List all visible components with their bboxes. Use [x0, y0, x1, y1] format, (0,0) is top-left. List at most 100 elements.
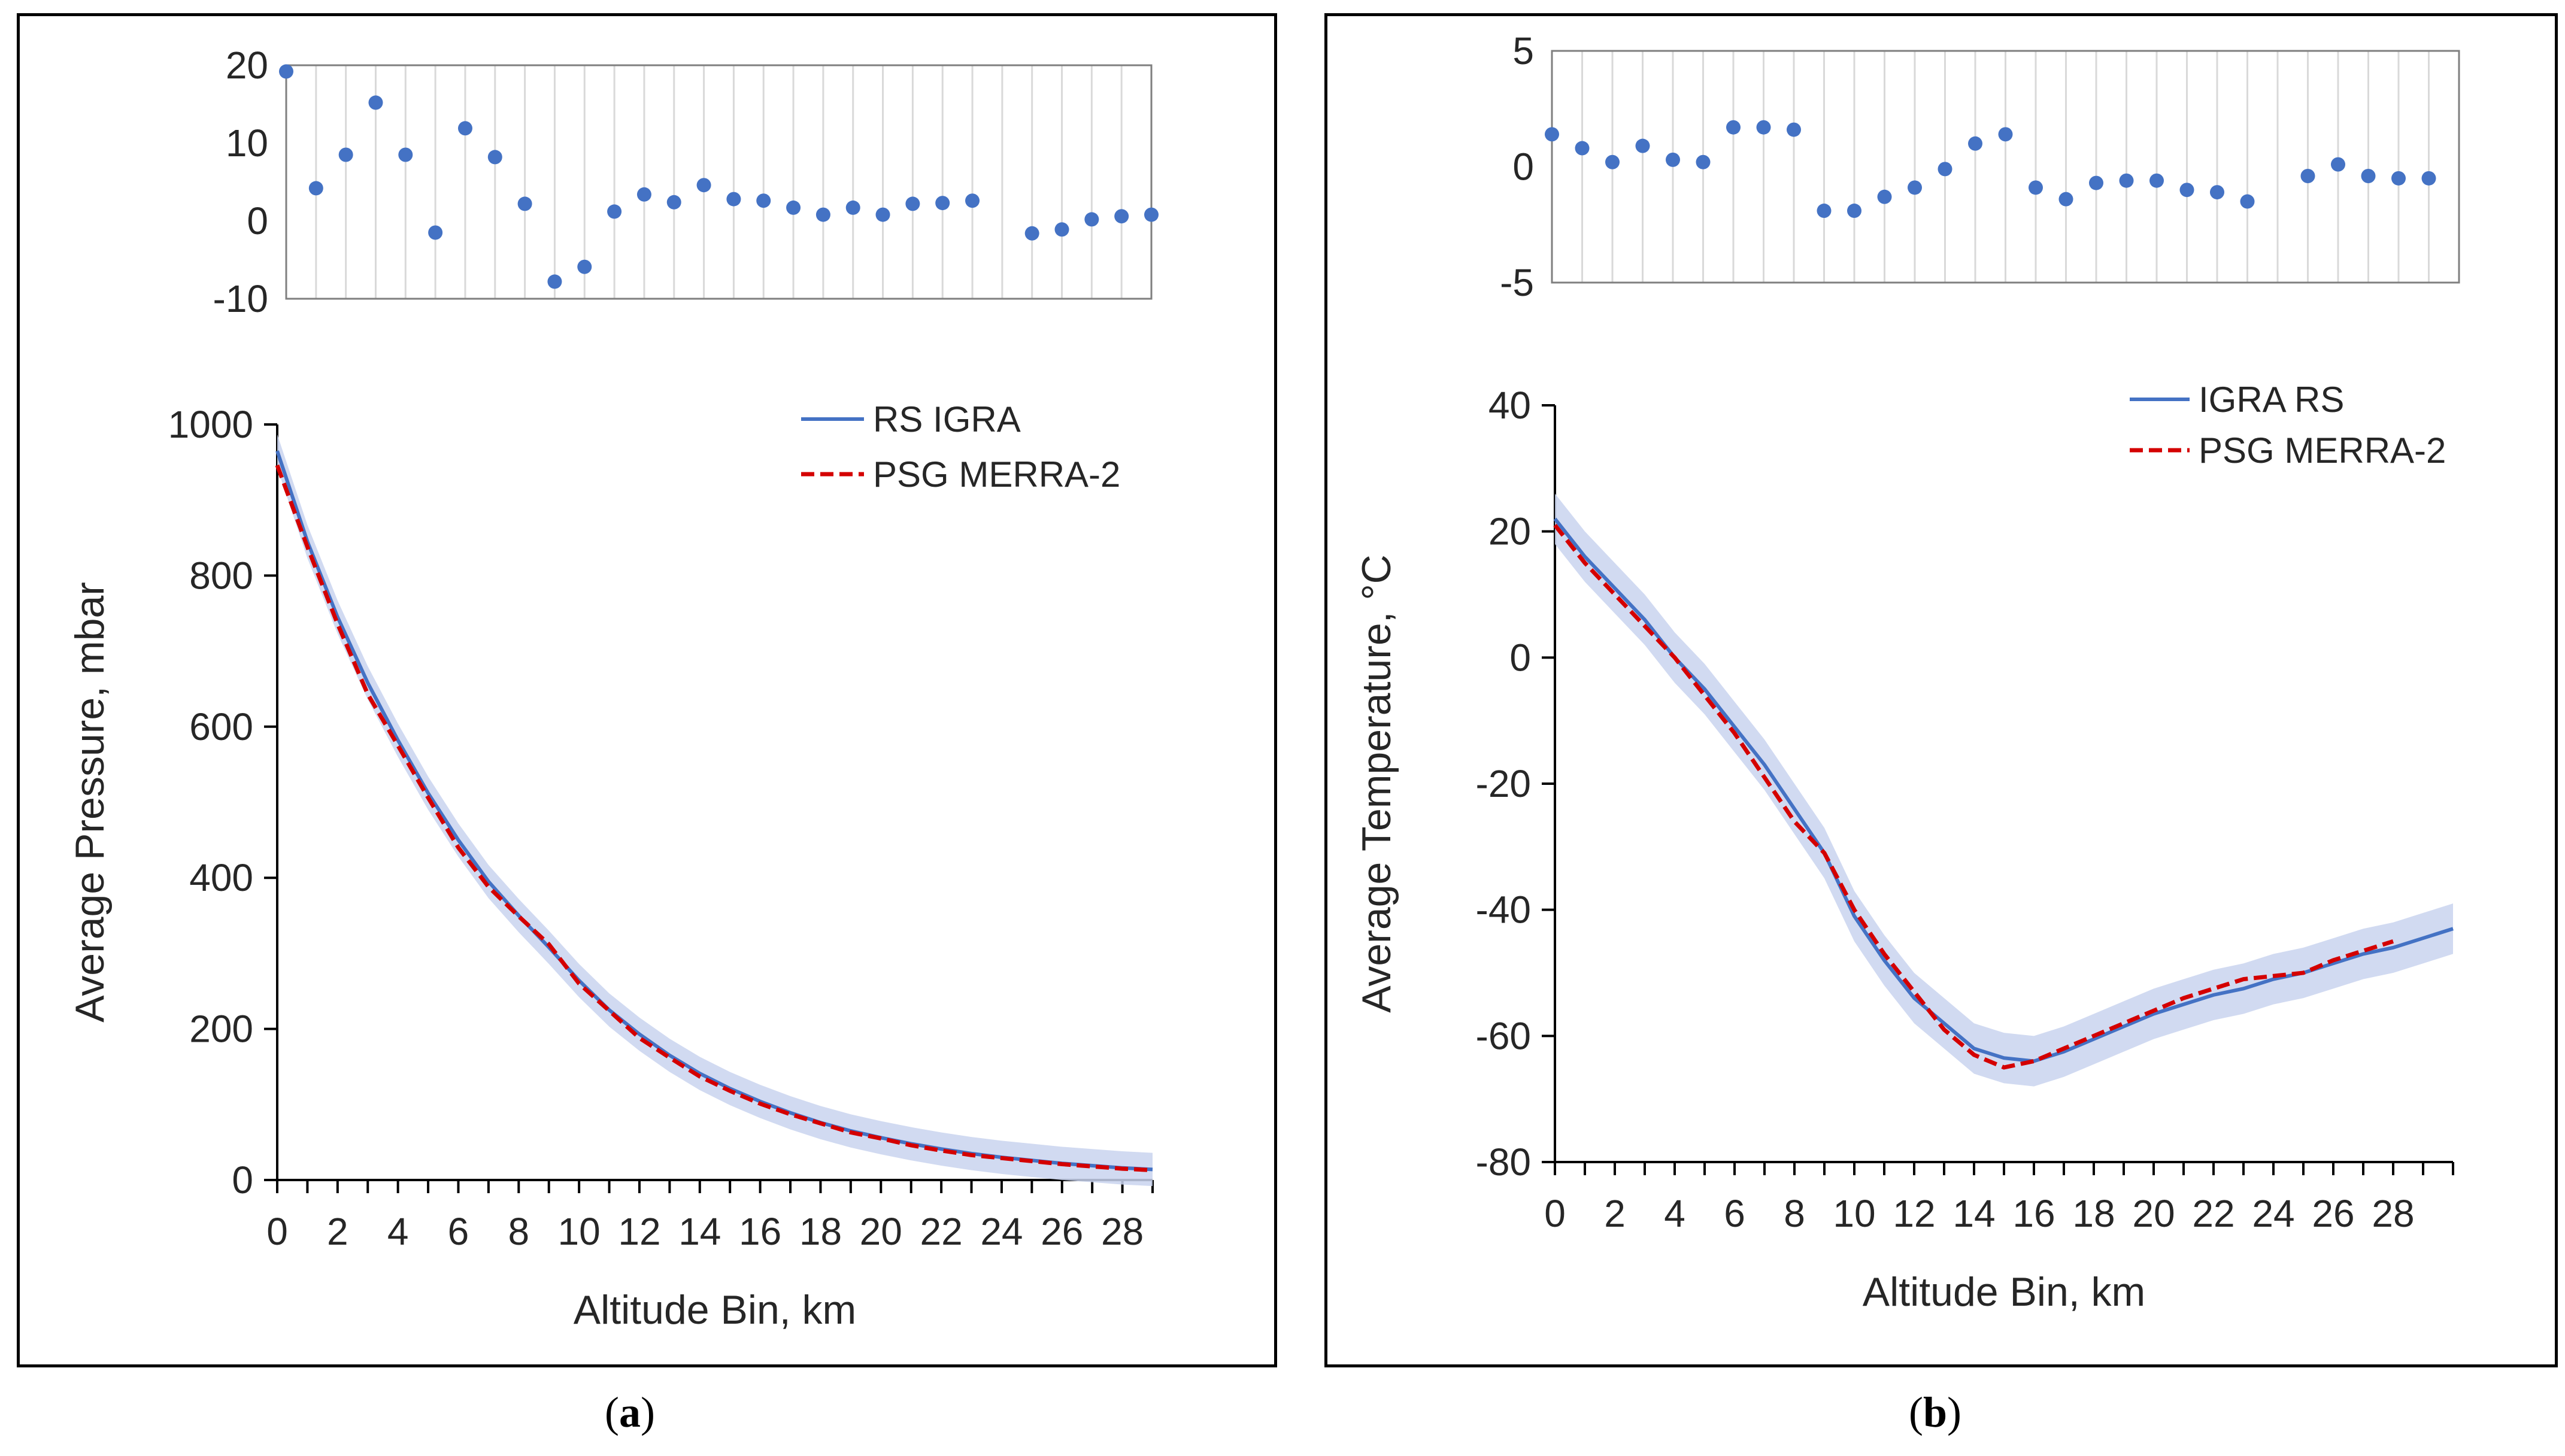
b-top-point: [2179, 183, 2194, 198]
a-psg-line: [275, 464, 1153, 1173]
b-top-point: [2240, 194, 2255, 209]
b-x-tick-label: 22: [2192, 1192, 2234, 1235]
a-y-tick-label: 0: [232, 1158, 253, 1202]
b-top-point: [2421, 171, 2436, 186]
a-x-tick-label: 12: [618, 1210, 660, 1253]
a-top-point: [1024, 226, 1039, 241]
b-top-point: [2149, 173, 2164, 188]
b-x-tick-label: 26: [2312, 1192, 2354, 1235]
b-y-tick-label: 40: [1488, 384, 1531, 427]
b-top-point: [1968, 136, 1982, 151]
a-top-point: [457, 121, 472, 136]
a-x-tick-label: 16: [739, 1210, 781, 1253]
a-top-point: [756, 193, 771, 208]
b-x-tick-label: 2: [1604, 1192, 1626, 1235]
b-top-point: [1575, 141, 1590, 156]
panel-a: 20 10 0 -10 1000 800 600 400 200 0 0 2 4 6 8 10 12 14 16 18…: [17, 13, 1277, 1367]
a-top-y-tick-label: 20: [226, 44, 268, 87]
a-top-point: [1084, 212, 1099, 227]
b-x-tick-label: 8: [1784, 1192, 1805, 1235]
a-y-tick-label: 600: [189, 705, 253, 748]
b-top-y-tick-label: 0: [1512, 145, 1534, 189]
b-x-axis-title: Altitude Bin, km: [1863, 1269, 2145, 1315]
a-x-tick-label: 2: [327, 1210, 348, 1253]
b-top-point: [1877, 189, 1892, 204]
b-y-tick-label: 20: [1488, 510, 1531, 553]
b-x-tick-label: 14: [1952, 1192, 1995, 1235]
a-top-point: [935, 196, 950, 211]
a-top-point: [815, 207, 830, 222]
a-top-point: [338, 147, 353, 162]
b-x-tick-label: 12: [1893, 1192, 1935, 1235]
b-top-point: [1605, 154, 1620, 169]
caption-b-letter: b: [1923, 1388, 1948, 1436]
b-x-tick-label: 28: [2372, 1192, 2414, 1235]
a-legend-rs-label: RS IGRA: [873, 399, 1021, 439]
a-top-point: [905, 196, 920, 211]
b-legend-psg-label: PSG MERRA-2: [2199, 430, 2446, 471]
a-top-point: [965, 193, 980, 208]
a-top-point: [845, 200, 860, 215]
a-top-y-tick-label: 0: [247, 199, 268, 242]
b-top-point: [1696, 154, 1711, 169]
a-rs-uncertainty-band: [277, 434, 1153, 1187]
a-top-point: [279, 64, 293, 79]
a-top-point: [666, 195, 681, 210]
b-top-point: [1847, 204, 1861, 219]
b-top-point: [2391, 171, 2406, 186]
b-x-tick-label: 0: [1544, 1192, 1566, 1235]
a-x-tick-label: 28: [1101, 1210, 1144, 1253]
b-x-tick-label: 6: [1724, 1192, 1745, 1235]
caption-b: (b): [1909, 1388, 1962, 1436]
a-y-tick-label: 1000: [168, 403, 253, 446]
b-top-point: [1726, 120, 1741, 135]
a-x-tick-label: 26: [1041, 1210, 1083, 1253]
a-legend-psg-label: PSG MERRA-2: [873, 454, 1120, 495]
a-x-axis-title: Altitude Bin, km: [574, 1287, 856, 1333]
b-top-point: [1756, 120, 1771, 135]
b-top-point: [1635, 138, 1650, 153]
b-top-point: [2300, 168, 2315, 183]
a-y-tick-label: 200: [189, 1008, 253, 1051]
b-top-point: [2089, 175, 2103, 190]
a-top-point: [577, 259, 592, 274]
a-top-point: [398, 147, 413, 162]
a-y-axis-title: Average Pressure, mbar: [67, 582, 113, 1023]
caption-a: (a): [605, 1388, 655, 1436]
a-top-point: [1054, 222, 1069, 237]
b-x-tick-label: 10: [1833, 1192, 1875, 1235]
b-y-axis-title: Average Temperature, °C: [1354, 554, 1399, 1013]
a-top-point: [636, 187, 651, 202]
a-top-point: [428, 225, 443, 240]
panel-b: 5 0 -5 40 20 0 -20 -40 -60 -80 0 2 4 6 8 10 12 14 16 18 20 22…: [1324, 13, 2558, 1367]
a-top-point: [786, 200, 801, 215]
b-top-point: [1817, 204, 1832, 219]
b-y-tick-label: -80: [1476, 1140, 1532, 1184]
a-top-y-tick-label: -10: [213, 277, 269, 320]
b-top-point: [2361, 168, 2376, 183]
b-top-point: [2331, 157, 2345, 172]
b-x-tick-label: 16: [2012, 1192, 2055, 1235]
a-top-point: [875, 207, 890, 222]
b-top-point: [1998, 127, 2013, 142]
b-top-point: [1938, 162, 1952, 177]
a-top-point: [368, 95, 383, 110]
b-top-point: [2058, 192, 2073, 207]
b-top-point: [1787, 122, 1801, 137]
a-y-tick-label: 800: [189, 554, 253, 597]
a-top-point: [517, 196, 532, 211]
b-y-tick-label: -40: [1476, 888, 1532, 932]
a-top-point: [1114, 209, 1129, 224]
a-x-tick-label: 8: [508, 1210, 530, 1253]
a-top-point: [1144, 207, 1159, 222]
a-x-tick-label: 20: [860, 1210, 902, 1253]
a-top-point: [487, 150, 502, 165]
a-x-tick-label: 24: [980, 1210, 1023, 1253]
b-y-tick-label: 0: [1509, 636, 1531, 679]
a-top-point: [726, 192, 741, 207]
b-rs-uncertainty-band: [1555, 493, 2453, 1087]
a-x-tick-label: 14: [678, 1210, 721, 1253]
b-y-tick-label: -20: [1476, 762, 1532, 805]
